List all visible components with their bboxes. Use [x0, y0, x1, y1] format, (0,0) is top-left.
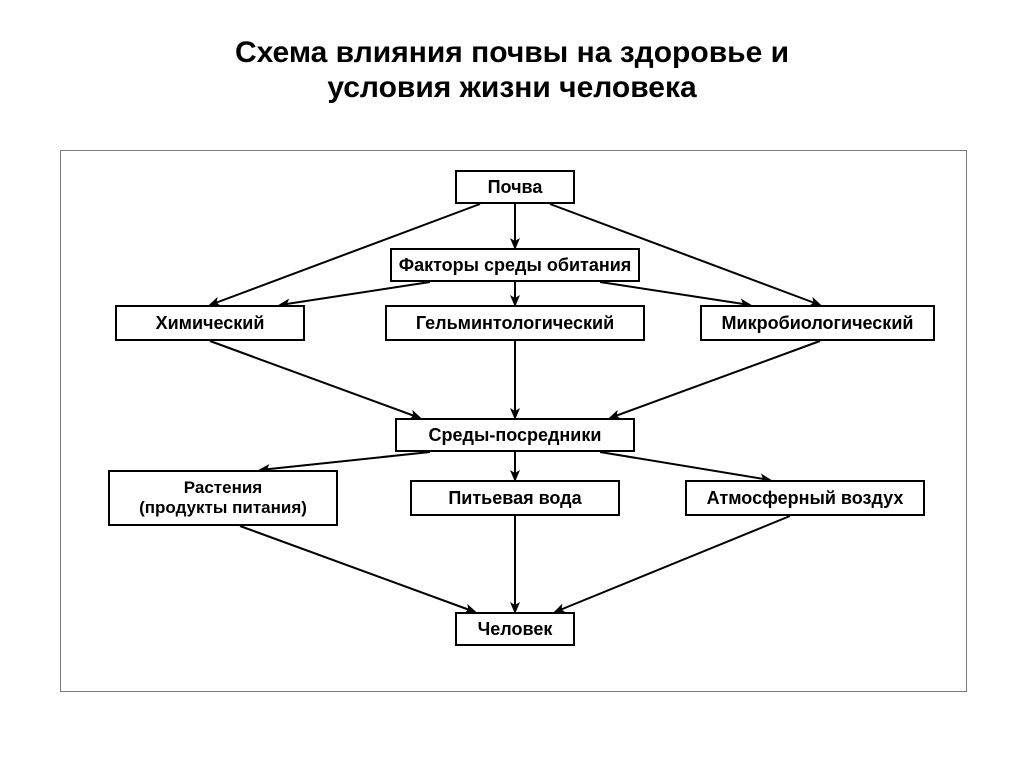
- node-water-label: Питьевая вода: [448, 488, 581, 509]
- node-soil-label: Почва: [488, 177, 543, 198]
- node-plants: Растения(продукты питания): [108, 470, 338, 526]
- title-line-2: условия жизни человека: [0, 71, 1024, 106]
- node-factors: Факторы среды обитания: [390, 248, 640, 282]
- node-mediators-label: Среды-посредники: [429, 425, 602, 446]
- node-air-label: Атмосферный воздух: [707, 488, 904, 509]
- node-mediators: Среды-посредники: [395, 418, 635, 452]
- node-chemical-label: Химический: [156, 313, 265, 334]
- node-human: Человек: [455, 612, 575, 646]
- node-plants-label: Растения(продукты питания): [139, 478, 307, 518]
- edge-factors-micro: [600, 282, 750, 305]
- node-chemical: Химический: [115, 305, 305, 341]
- node-soil: Почва: [455, 170, 575, 204]
- node-helminth-label: Гельминтологический: [416, 313, 614, 334]
- edge-air-human: [555, 516, 790, 612]
- edge-micro-mediators: [610, 341, 820, 418]
- node-water: Питьевая вода: [410, 480, 620, 516]
- node-factors-label: Факторы среды обитания: [399, 255, 632, 276]
- title-line-1: Схема влияния почвы на здоровье и: [0, 36, 1024, 71]
- node-microbio-label: Микробиологический: [722, 313, 914, 334]
- edge-factors-chem: [280, 282, 430, 305]
- edge-plants-human: [240, 526, 475, 612]
- edge-chem-mediators: [210, 341, 420, 418]
- page-title: Схема влияния почвы на здоровье и услови…: [0, 0, 1024, 105]
- edge-mediators-plants: [260, 452, 430, 470]
- node-air: Атмосферный воздух: [685, 480, 925, 516]
- node-human-label: Человек: [478, 619, 553, 640]
- node-helminth: Гельминтологический: [385, 305, 645, 341]
- edge-mediators-air: [600, 452, 770, 480]
- node-microbio: Микробиологический: [700, 305, 935, 341]
